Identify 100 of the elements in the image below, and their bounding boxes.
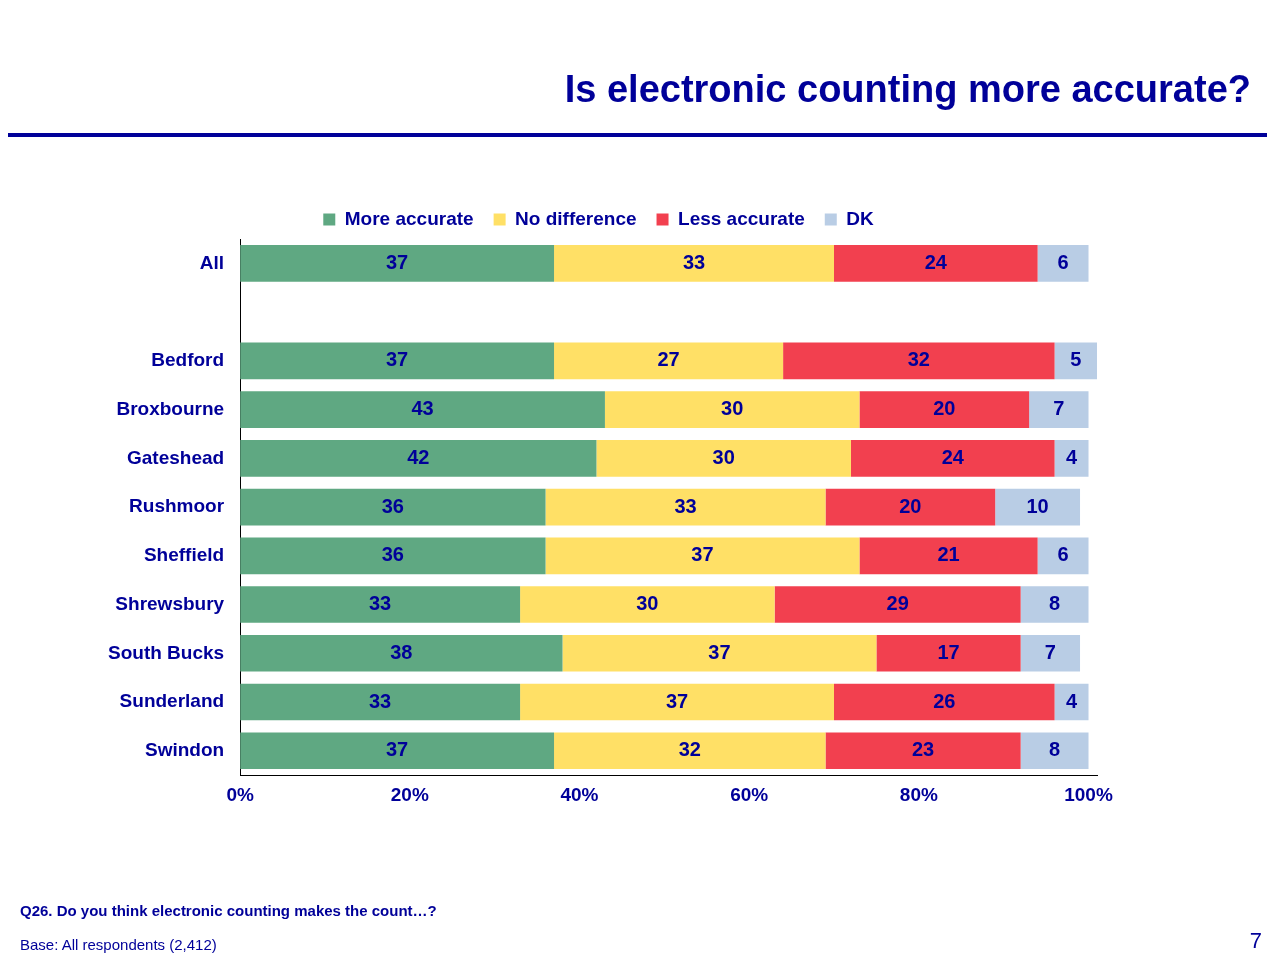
bar bbox=[554, 732, 826, 770]
y-tick-label: Shrewsbury bbox=[115, 592, 225, 614]
bar bbox=[554, 342, 784, 380]
data-label: 24 bbox=[924, 250, 948, 273]
data-label: 30 bbox=[636, 592, 659, 615]
data-label: 8 bbox=[1049, 738, 1061, 761]
y-tick-label: Broxbourne bbox=[116, 397, 225, 419]
data-label: 37 bbox=[665, 689, 689, 712]
bar bbox=[1037, 537, 1089, 575]
data-label: 33 bbox=[368, 592, 392, 615]
data-label: 7 bbox=[1044, 640, 1056, 663]
bar bbox=[240, 342, 555, 380]
x-tick-label: 40% bbox=[560, 783, 599, 805]
data-label: 33 bbox=[674, 494, 697, 517]
data-label: 6 bbox=[1057, 543, 1069, 566]
data-label: 29 bbox=[886, 592, 909, 615]
data-label: 4 bbox=[1065, 689, 1078, 712]
x-tick-label: 60% bbox=[730, 783, 769, 805]
bar bbox=[562, 635, 877, 672]
data-label: 21 bbox=[937, 543, 960, 566]
bar bbox=[834, 245, 1038, 282]
x-tick-label: 20% bbox=[390, 783, 429, 805]
bar bbox=[1020, 635, 1081, 672]
data-label: 36 bbox=[381, 543, 404, 566]
data-label: 33 bbox=[682, 250, 706, 273]
bar bbox=[545, 537, 860, 575]
bar bbox=[240, 635, 563, 672]
legend-label: No difference bbox=[515, 207, 637, 229]
x-tick-label: 80% bbox=[899, 783, 938, 805]
data-label: 37 bbox=[385, 250, 409, 273]
y-tick-label: Gateshead bbox=[126, 446, 225, 468]
y-tick-label: All bbox=[199, 251, 225, 273]
data-label: 26 bbox=[933, 689, 956, 712]
y-tick-label: Swindon bbox=[144, 739, 225, 761]
bar bbox=[545, 488, 826, 526]
data-label: 7 bbox=[1053, 397, 1065, 420]
bar bbox=[1054, 440, 1089, 477]
data-label: 32 bbox=[678, 738, 701, 761]
data-label: 4 bbox=[1065, 445, 1078, 468]
y-tick-label: Sunderland bbox=[119, 690, 225, 712]
data-label: 20 bbox=[933, 397, 956, 420]
data-label: 20 bbox=[899, 494, 922, 517]
bar bbox=[240, 586, 521, 623]
bar bbox=[859, 537, 1038, 575]
bar bbox=[825, 488, 996, 526]
bar bbox=[240, 488, 546, 526]
bar bbox=[1054, 683, 1089, 721]
bar bbox=[604, 391, 860, 428]
y-tick-label: Bedford bbox=[151, 349, 225, 371]
data-label: 32 bbox=[907, 348, 930, 371]
bar bbox=[995, 488, 1081, 526]
bar bbox=[596, 440, 851, 477]
bar bbox=[1029, 391, 1089, 428]
chart-title: Is electronic counting more accurate? bbox=[564, 68, 1251, 111]
y-tick-label: Rushmoor bbox=[129, 495, 225, 517]
bar bbox=[1037, 245, 1089, 282]
bar bbox=[859, 391, 1030, 428]
data-label: 37 bbox=[691, 543, 714, 566]
y-tick-label: South Bucks bbox=[108, 641, 225, 663]
bar bbox=[876, 635, 1021, 672]
data-label: 27 bbox=[657, 348, 680, 371]
legend-label: Less accurate bbox=[678, 207, 805, 229]
bar bbox=[783, 342, 1055, 380]
bar bbox=[240, 732, 555, 770]
bar bbox=[825, 732, 1021, 770]
data-label: 36 bbox=[381, 494, 404, 517]
bar bbox=[520, 586, 775, 623]
legend-label: More accurate bbox=[344, 207, 474, 229]
bar bbox=[240, 683, 521, 721]
data-label: 6 bbox=[1057, 250, 1069, 273]
data-label: 23 bbox=[911, 738, 935, 761]
bar bbox=[1054, 342, 1097, 380]
bar bbox=[850, 440, 1055, 477]
bar bbox=[1020, 586, 1089, 623]
data-label: 24 bbox=[941, 445, 965, 468]
text: 7 bbox=[1249, 928, 1262, 954]
data-label: 38 bbox=[390, 640, 413, 663]
data-label: 43 bbox=[411, 397, 434, 420]
data-label: 10 bbox=[1026, 494, 1049, 517]
text: Base: All respondents (2,412) bbox=[20, 936, 217, 953]
legend-label: DK bbox=[846, 207, 874, 229]
data-label: 37 bbox=[385, 738, 409, 761]
text: Q26. Do you think electronic counting makes the count…? bbox=[20, 902, 437, 919]
data-label: 42 bbox=[407, 445, 430, 468]
data-label: 30 bbox=[712, 445, 735, 468]
x-tick-label: 100% bbox=[1064, 783, 1113, 805]
bar bbox=[554, 245, 834, 282]
data-label: 5 bbox=[1070, 348, 1082, 371]
bar bbox=[520, 683, 834, 721]
bar bbox=[240, 391, 605, 428]
x-tick-label: 0% bbox=[226, 783, 254, 805]
bar bbox=[1020, 732, 1089, 770]
bar bbox=[774, 586, 1021, 623]
data-label: 17 bbox=[937, 640, 960, 663]
bar bbox=[240, 440, 597, 477]
data-label: 30 bbox=[721, 397, 744, 420]
data-label: 37 bbox=[385, 348, 409, 371]
data-label: 33 bbox=[368, 689, 392, 712]
bar bbox=[240, 245, 555, 282]
bar bbox=[834, 683, 1055, 721]
